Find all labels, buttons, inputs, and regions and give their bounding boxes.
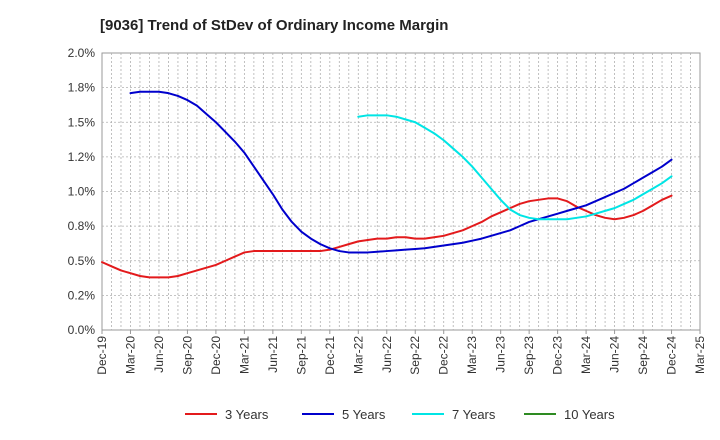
x-tick-label: Jun-23 (494, 336, 508, 373)
x-tick-label: Dec-20 (209, 336, 223, 375)
x-tick-label: Jun-21 (266, 336, 280, 373)
series-layer (101, 90, 673, 279)
x-tick-label: Dec-19 (95, 336, 109, 375)
legend-label: 5 Years (342, 407, 386, 422)
series-line-7-years (357, 114, 673, 221)
x-tick-label: Sep-22 (408, 336, 422, 375)
legend: 3 Years 5 Years 7 Years 10 Years (185, 407, 615, 422)
x-tick-label: Dec-21 (323, 336, 337, 375)
series-line-3-years (101, 194, 673, 279)
y-tick-label: 0.5% (68, 254, 96, 268)
axis-layer: 0.0% 0.2% 0.5% 0.8% 1.0% 1.2% 1.5% 1.8% 2.0% Dec-… (68, 46, 707, 375)
chart-title: [9036] Trend of StDev of Ordinary Income… (100, 17, 448, 34)
legend-label: 7 Years (452, 407, 496, 422)
y-tick-label: 0.8% (68, 219, 96, 233)
x-tick-label: Mar-24 (579, 336, 593, 374)
y-tick-label: 0.2% (68, 288, 96, 302)
series-line-5-years (129, 90, 673, 254)
x-tick-label: Sep-21 (294, 336, 308, 375)
x-tick-label: Mar-25 (693, 336, 707, 374)
plot-area (101, 52, 701, 331)
x-tick-label: Dec-24 (665, 336, 679, 375)
grid-layer (101, 52, 701, 331)
x-tick-label: Sep-24 (636, 336, 650, 375)
y-tick-label: 1.0% (68, 185, 96, 199)
x-tick-label: Mar-22 (351, 336, 365, 374)
legend-label: 10 Years (564, 407, 615, 422)
x-tick-label: Mar-23 (465, 336, 479, 374)
x-tick-label: Jun-20 (152, 336, 166, 373)
x-tick-label: Sep-20 (180, 336, 194, 375)
y-tick-label: 2.0% (68, 46, 96, 60)
x-tick-label: Jun-24 (608, 336, 622, 373)
x-tick-label: Jun-22 (380, 336, 394, 373)
x-tick-label: Dec-23 (551, 336, 565, 375)
y-tick-label: 1.2% (68, 150, 96, 164)
y-tick-label: 1.8% (68, 81, 96, 95)
x-tick-label: Dec-22 (437, 336, 451, 375)
x-tick-label: Mar-20 (123, 336, 137, 374)
x-tick-label: Mar-21 (237, 336, 251, 374)
y-tick-label: 0.0% (68, 323, 96, 337)
legend-label: 3 Years (225, 407, 269, 422)
y-tick-label: 1.5% (68, 115, 96, 129)
x-tick-label: Sep-23 (522, 336, 536, 375)
